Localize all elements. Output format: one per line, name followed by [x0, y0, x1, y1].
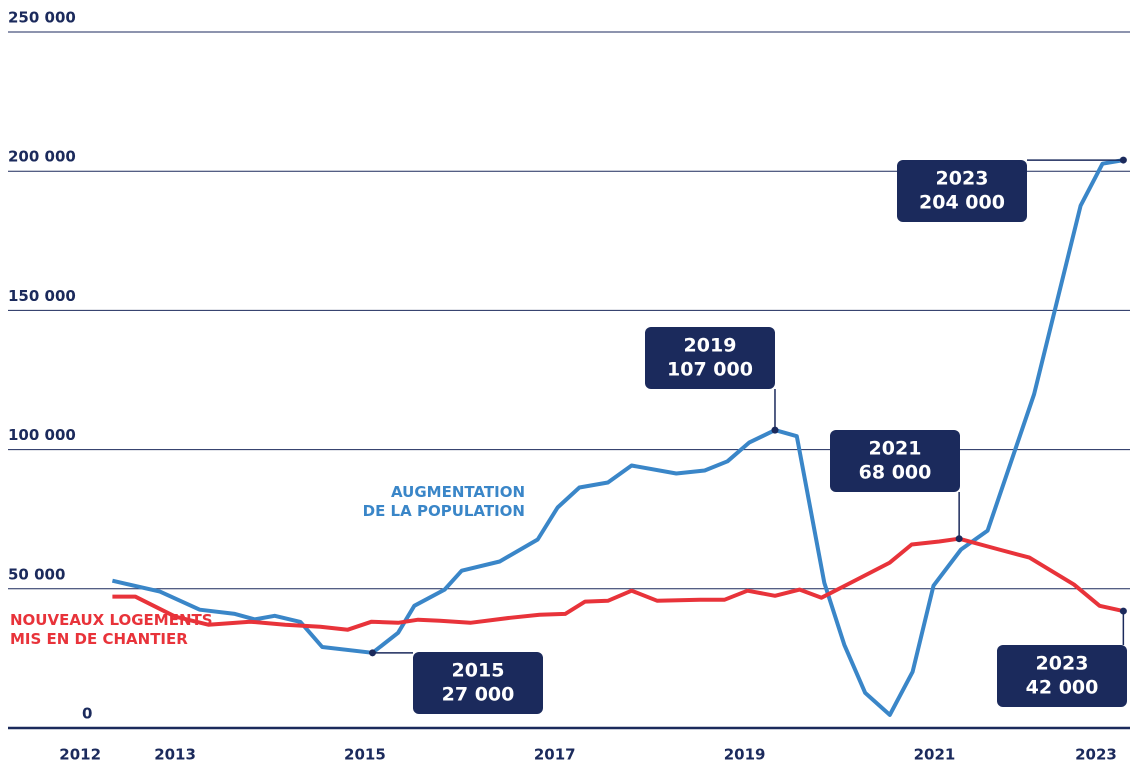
x-tick-label: 2019 — [724, 746, 766, 764]
annotation-dot — [955, 535, 963, 543]
annotation-box — [997, 645, 1127, 707]
y-tick-label: 200 000 — [8, 148, 76, 166]
annotation-box — [897, 160, 1027, 222]
annotation-year: 2021 — [869, 438, 922, 460]
annotation-box — [830, 430, 960, 492]
x-tick-label: 2023 — [1075, 746, 1117, 764]
x-tick-label: 2012 — [59, 746, 101, 764]
y-tick-label: 50 000 — [8, 565, 65, 583]
series-line — [111, 158, 1124, 717]
y-tick-label: 0 — [82, 705, 92, 723]
annotation-year: 2023 — [1036, 653, 1089, 675]
x-tick-label: 2017 — [534, 746, 576, 764]
y-tick-label: 150 000 — [8, 287, 76, 305]
x-tick-label: 2013 — [154, 746, 196, 764]
annotation-box — [413, 652, 543, 714]
annotation-dot — [369, 649, 377, 657]
annotation-dot — [771, 426, 779, 434]
annotation-value: 204 000 — [919, 192, 1005, 214]
y-tick-label: 100 000 — [8, 426, 76, 444]
annotation-dot — [1119, 607, 1127, 615]
series-line — [112, 536, 1124, 632]
x-tick-label: 2021 — [914, 746, 956, 764]
annotation-year: 2023 — [936, 168, 989, 190]
annotation-value: 107 000 — [667, 359, 753, 381]
annotation-value: 68 000 — [859, 462, 932, 484]
y-tick-label: 250 000 — [8, 9, 76, 27]
annotation-dot — [1119, 156, 1127, 164]
annotation-box — [645, 327, 775, 389]
series-label: AUGMENTATION DE LA POPULATION — [362, 483, 525, 520]
annotation-year: 2015 — [452, 660, 505, 682]
x-tick-label: 2015 — [344, 746, 386, 764]
annotation-value: 42 000 — [1026, 677, 1099, 699]
annotation-year: 2019 — [684, 335, 737, 357]
annotation-value: 27 000 — [442, 684, 515, 706]
series-label: NOUVEAUX LOGEMENTS MIS EN DE CHANTIER — [10, 611, 213, 648]
